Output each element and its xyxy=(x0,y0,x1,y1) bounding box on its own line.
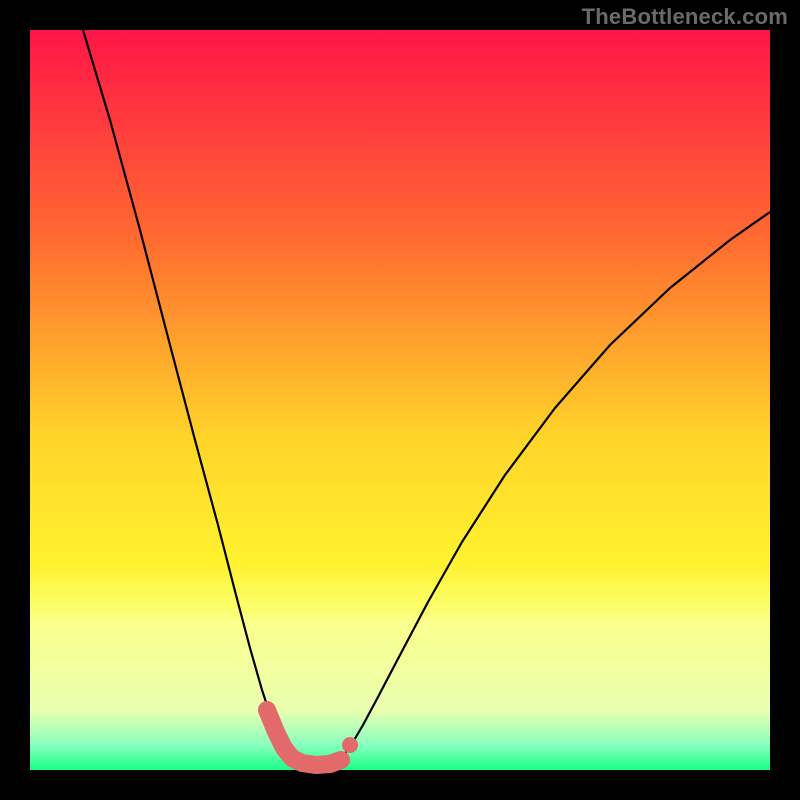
plot-background xyxy=(30,30,770,770)
bottleneck-curve-chart xyxy=(0,0,800,800)
watermark-text: TheBottleneck.com xyxy=(582,4,788,30)
optimal-range-end-dot xyxy=(342,737,358,753)
chart-container: TheBottleneck.com xyxy=(0,0,800,800)
